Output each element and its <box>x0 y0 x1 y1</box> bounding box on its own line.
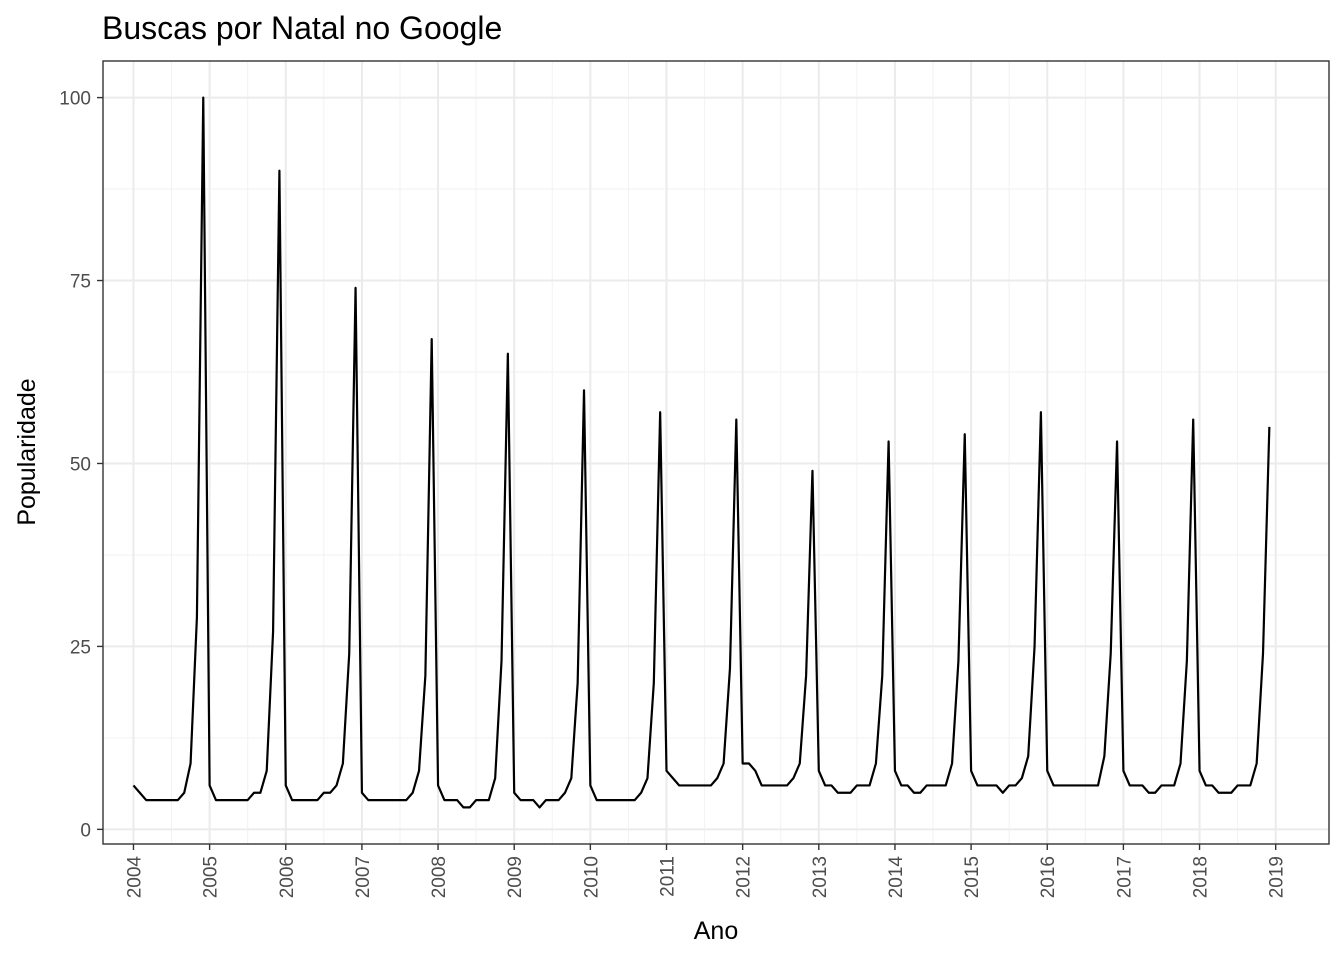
y-tick-label: 0 <box>80 820 91 841</box>
x-axis-title: Ano <box>694 917 738 945</box>
plot-panel-border <box>102 60 1330 845</box>
x-tick-label: 2005 <box>201 856 222 898</box>
x-tick-label: 2012 <box>734 856 755 898</box>
series-line <box>132 96 1271 809</box>
x-tick-label: 2004 <box>124 856 145 899</box>
y-tick-label: 50 <box>70 454 91 475</box>
major-gridlines <box>103 61 1329 844</box>
x-tick-label: 2019 <box>1267 856 1288 898</box>
x-tick-label: 2016 <box>1038 856 1059 898</box>
x-tick-label: 2017 <box>1114 856 1135 898</box>
x-axis: 2004 2005 2006 2007 2008 2009 2010 2011 2012 2013… <box>124 844 1288 899</box>
y-tick-label: 25 <box>70 637 91 658</box>
y-axis-title: Popularidade <box>13 378 41 525</box>
x-tick-label: 2015 <box>962 856 983 898</box>
x-tick-label: 2013 <box>810 856 831 898</box>
x-tick-label: 2011 <box>658 856 679 897</box>
x-tick-label: 2014 <box>886 856 907 899</box>
y-axis: 0 25 50 75 100 <box>59 89 103 841</box>
y-tick-label: 100 <box>59 89 91 110</box>
x-tick-label: 2018 <box>1191 856 1212 898</box>
chart-title: Buscas por Natal no Google <box>102 10 502 46</box>
x-tick-label: 2007 <box>353 856 374 898</box>
x-tick-label: 2006 <box>277 856 298 898</box>
y-tick-label: 75 <box>70 272 91 293</box>
minor-gridlines <box>103 61 1329 844</box>
x-tick-label: 2010 <box>581 856 602 898</box>
x-tick-label: 2008 <box>429 856 450 898</box>
x-tick-label: 2009 <box>505 856 526 898</box>
